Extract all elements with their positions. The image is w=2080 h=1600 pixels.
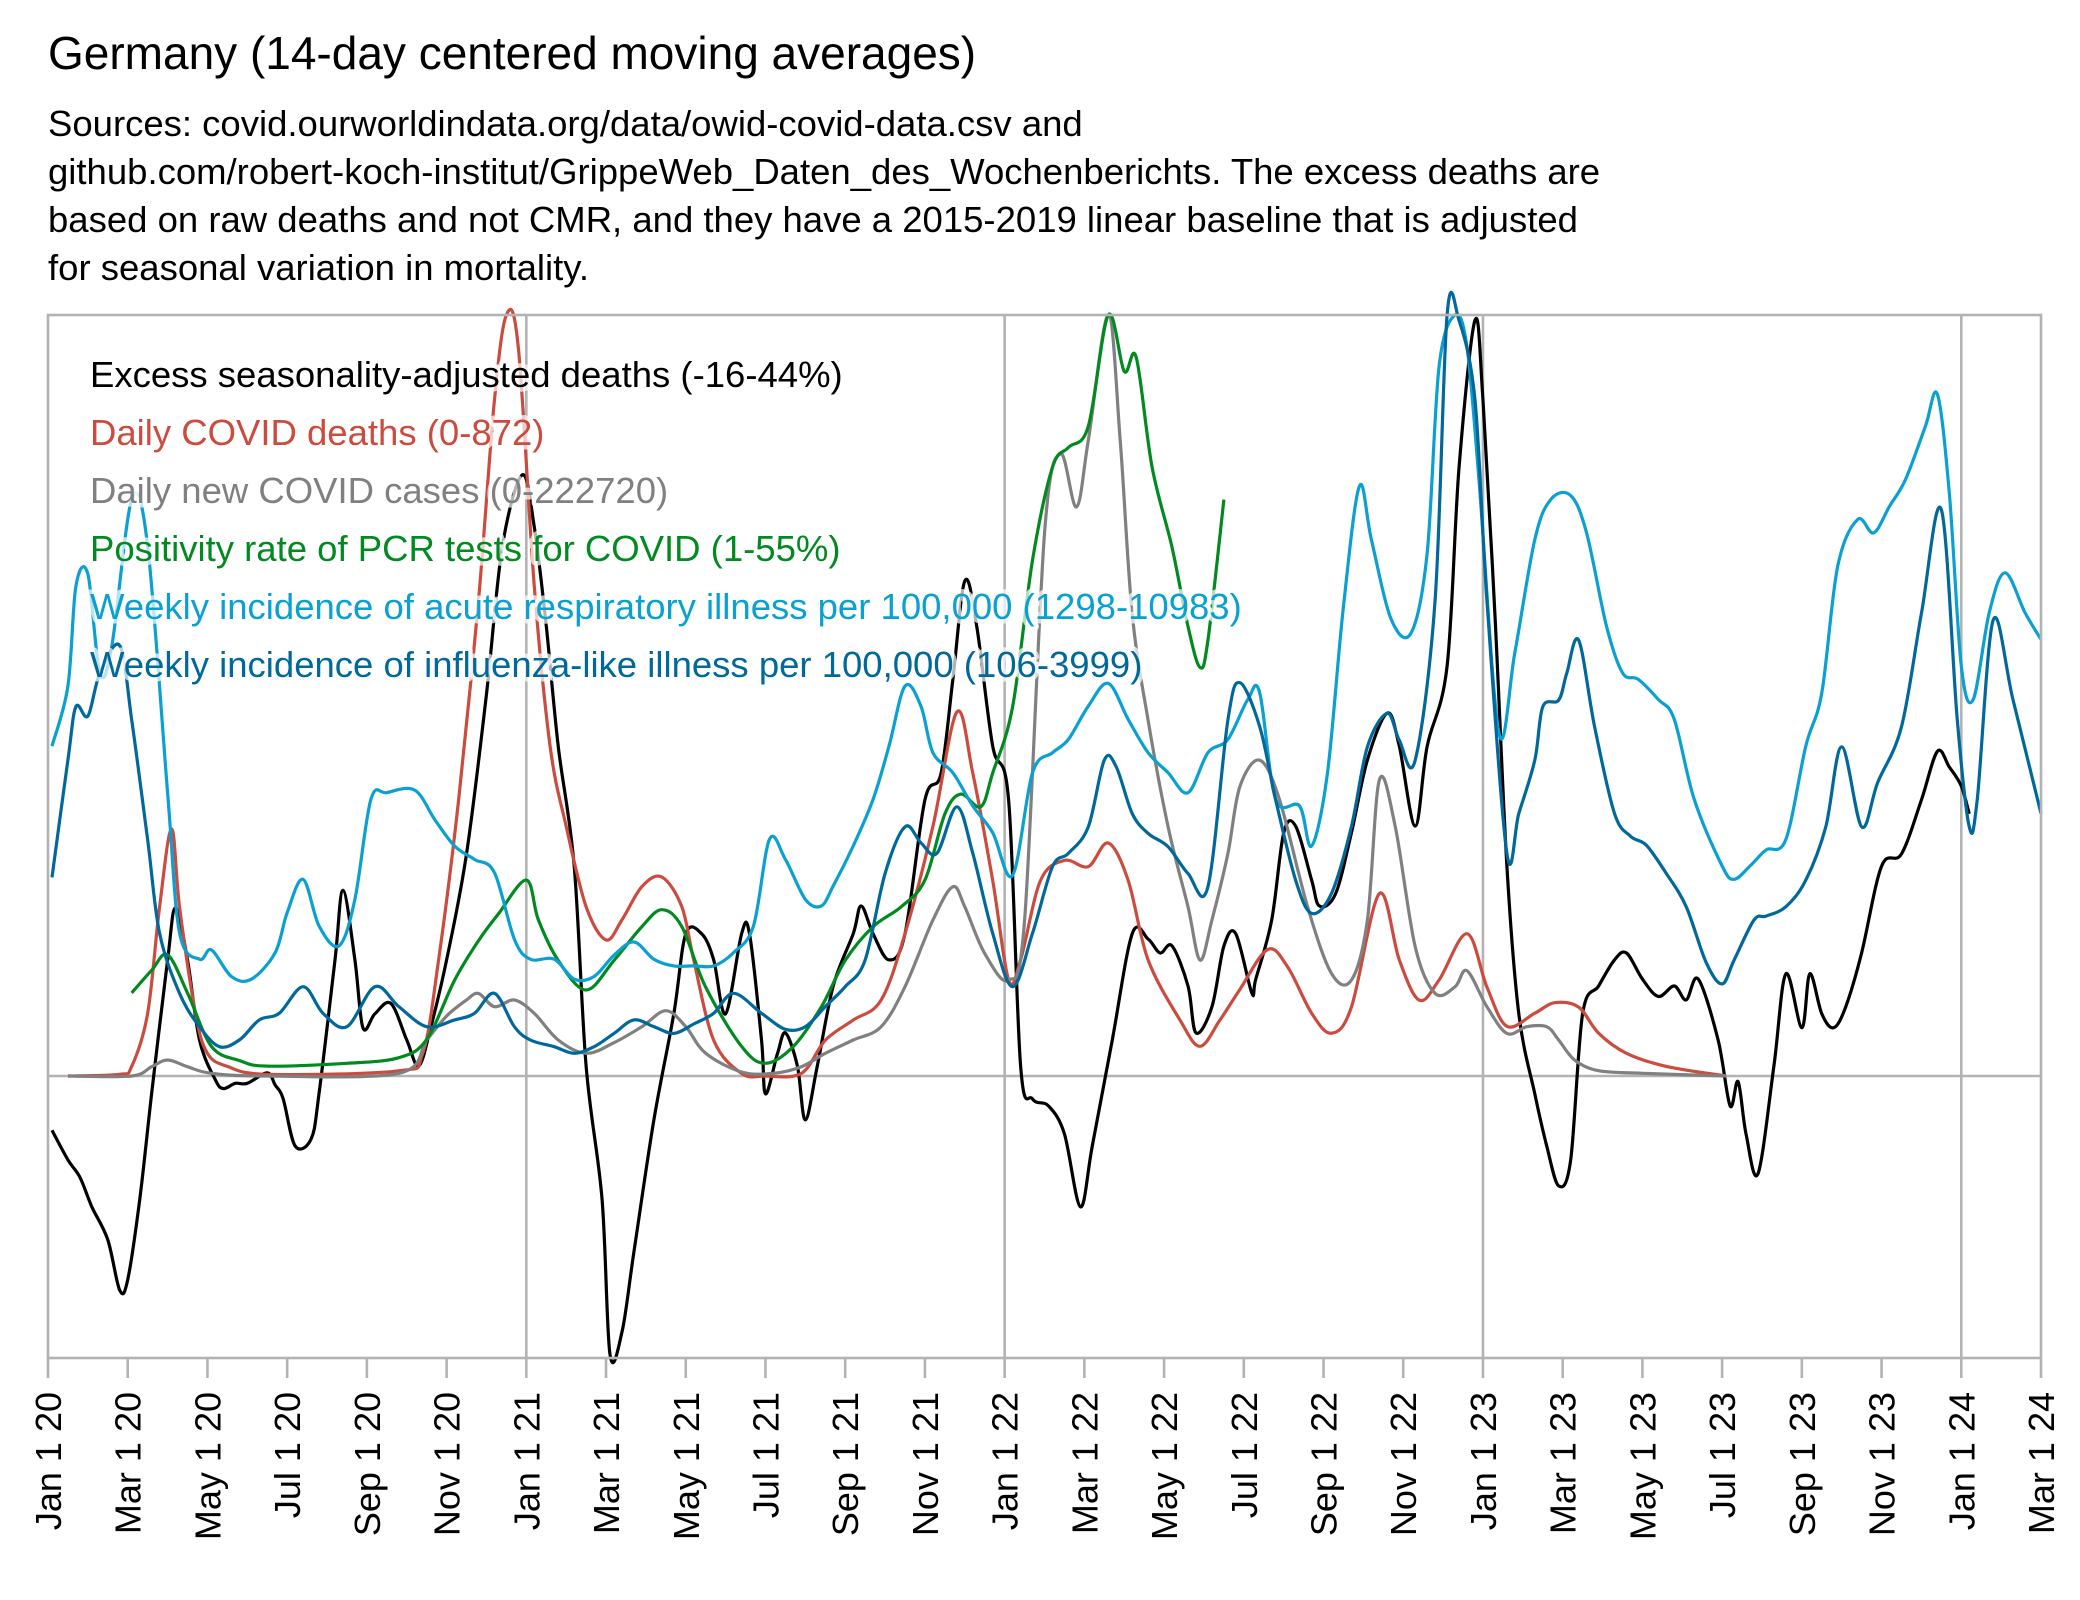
series-line-0 — [50, 316, 1971, 1365]
x-tick-label: Nov 1 22 — [1383, 1392, 1424, 1536]
legend-entry: Positivity rate of PCR tests for COVID (… — [90, 528, 840, 569]
series-line-3 — [130, 312, 1226, 1068]
chart-title: Germany (14-day centered moving averages… — [48, 27, 977, 79]
legend-entry: Daily COVID deaths (0-872) — [90, 412, 544, 453]
x-tick-label: Sep 1 20 — [347, 1392, 388, 1536]
legend-entry: Weekly incidence of acute respiratory il… — [90, 586, 1242, 627]
plot-border — [46, 313, 2043, 1360]
series-line-5 — [50, 291, 2043, 1055]
plot-frame — [46, 313, 2043, 1360]
x-tick-label: Jan 1 21 — [506, 1392, 547, 1530]
x-tick-label: Mar 1 22 — [1064, 1392, 1105, 1534]
x-tick-label: Mar 1 20 — [108, 1392, 149, 1534]
x-tick-label: May 1 23 — [1622, 1392, 1663, 1540]
x-tick-label: Nov 1 21 — [905, 1392, 946, 1536]
x-tick-label: Mar 1 23 — [1543, 1392, 1584, 1534]
series-line-1 — [67, 307, 1727, 1079]
x-tick-label: Jul 1 21 — [745, 1392, 786, 1518]
x-tick-label: Jan 1 20 — [28, 1392, 69, 1530]
legend: Excess seasonality-adjusted deaths (-16-… — [86, 350, 1247, 690]
legend-entry: Daily new COVID cases (0-222720) — [90, 470, 668, 511]
subtitle-line: based on raw deaths and not CMR, and the… — [48, 199, 1578, 240]
x-axis: Jan 1 20 Mar 1 20 May 1 20 Jul 1 20 Sep 1 20… — [28, 1358, 2062, 1540]
x-tick-label: Sep 1 23 — [1782, 1392, 1823, 1536]
x-tick-label: Mar 1 24 — [2021, 1392, 2062, 1534]
series-line-4 — [50, 312, 2043, 983]
x-tick-label: Mar 1 21 — [586, 1392, 627, 1534]
x-tick-label: Jan 1 24 — [1941, 1392, 1982, 1530]
subtitle-line: Sources: covid.ourworldindata.org/data/o… — [48, 103, 1083, 144]
x-tick-label: Jan 1 22 — [985, 1392, 1026, 1530]
x-tick-label: Nov 1 23 — [1862, 1392, 1903, 1536]
x-tick-label: Nov 1 20 — [427, 1392, 468, 1536]
x-tick-label: May 1 22 — [1144, 1392, 1185, 1540]
x-tick-label: May 1 21 — [666, 1392, 707, 1540]
x-tick-label: Jul 1 20 — [267, 1392, 308, 1518]
chart-subtitle: Sources: covid.ourworldindata.org/data/o… — [48, 100, 2028, 292]
series-lines — [50, 291, 2043, 1365]
subtitle-line: for seasonal variation in mortality. — [48, 247, 589, 288]
legend-entry: Weekly incidence of influenza-like illne… — [90, 644, 1142, 685]
x-tick-label: Jul 1 23 — [1702, 1392, 1743, 1518]
x-tick-label: Jul 1 22 — [1224, 1392, 1265, 1518]
subtitle-line: github.com/robert-koch-institut/GrippeWe… — [48, 151, 1601, 192]
x-tick-label: Sep 1 22 — [1304, 1392, 1345, 1536]
x-tick-label: Jan 1 23 — [1463, 1392, 1504, 1530]
x-tick-label: Sep 1 21 — [825, 1392, 866, 1536]
x-tick-label: May 1 20 — [187, 1392, 228, 1540]
legend-entry: Excess seasonality-adjusted deaths (-16-… — [90, 354, 843, 395]
